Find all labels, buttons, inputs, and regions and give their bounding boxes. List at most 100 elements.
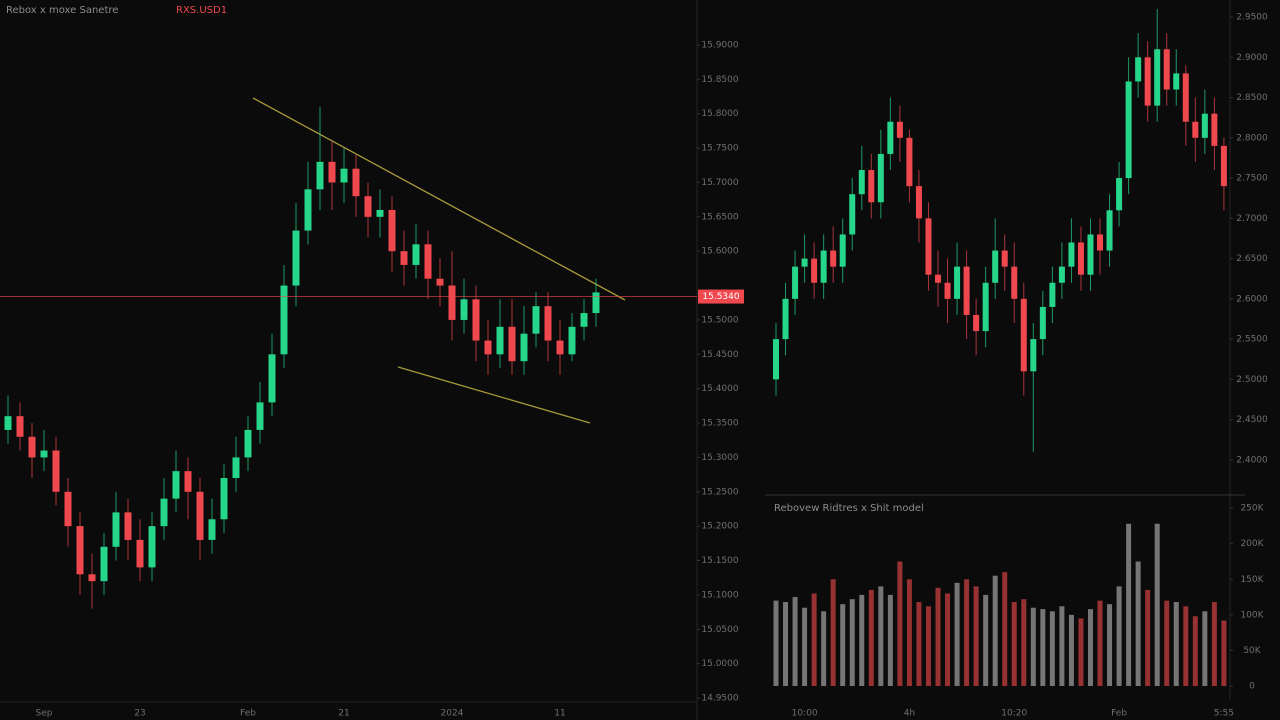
volume-bar xyxy=(992,575,998,686)
candle-body xyxy=(424,244,432,279)
candle-body xyxy=(925,218,932,275)
candle-body xyxy=(148,526,156,568)
y-tick-label: 15.4000 xyxy=(701,384,738,394)
candle-body xyxy=(340,168,348,183)
candle-body xyxy=(992,250,999,283)
x-tick-label: 10:00 xyxy=(792,709,818,719)
y-tick-label: 15.7000 xyxy=(701,178,738,188)
volume-bar xyxy=(1116,586,1122,686)
candle-body xyxy=(1058,266,1065,283)
candle-body xyxy=(28,436,36,458)
candle-body xyxy=(76,526,84,575)
y-tick-label: 2.7500 xyxy=(1236,174,1268,184)
volume-bar xyxy=(897,561,903,686)
x-tick-label: Sep xyxy=(36,709,53,719)
candle-body xyxy=(400,251,408,265)
candle-body xyxy=(460,299,468,320)
candle-body xyxy=(1220,145,1227,187)
last-price-label: 15.5340 xyxy=(702,292,739,302)
candle-body xyxy=(256,402,264,430)
volume-bar xyxy=(1107,604,1113,686)
y-tick-label: 50K xyxy=(1243,646,1261,656)
volume-bar xyxy=(1030,607,1036,686)
volume-bar xyxy=(1021,599,1027,686)
x-tick-label: Feb xyxy=(240,709,256,719)
y-tick-label: 2.7000 xyxy=(1236,214,1268,224)
y-tick-label: 2.4500 xyxy=(1236,415,1268,425)
candle-body xyxy=(839,234,846,267)
y-tick-label: 15.7500 xyxy=(701,144,738,154)
volume-bar xyxy=(1040,609,1046,686)
candle-body xyxy=(484,340,492,355)
candle-body xyxy=(124,512,132,540)
candle-body xyxy=(172,471,180,499)
candle-body xyxy=(592,292,600,314)
volume-bar xyxy=(1211,602,1217,686)
volume-bar xyxy=(1192,616,1198,686)
trend-line[interactable] xyxy=(397,366,591,424)
candle-body xyxy=(544,306,552,341)
volume-bar xyxy=(783,602,789,686)
y-tick-label: 2.9500 xyxy=(1236,13,1268,23)
x-tick-label: 11 xyxy=(554,709,565,719)
candle-body xyxy=(508,326,516,362)
y-tick-label: 15.4500 xyxy=(701,350,738,360)
candle-body xyxy=(280,285,288,355)
candle-body xyxy=(1068,242,1075,267)
y-tick-label: 15.3000 xyxy=(701,453,738,463)
candle-body xyxy=(136,539,144,568)
candle-body xyxy=(1077,242,1084,275)
candle-body xyxy=(1163,49,1170,90)
volume-bar xyxy=(830,579,836,686)
candle-body xyxy=(982,282,989,332)
candle-body xyxy=(944,282,951,299)
volume-bar xyxy=(1068,614,1074,686)
volume-bar xyxy=(811,593,817,686)
candle-body xyxy=(801,258,808,267)
candle-body xyxy=(1020,298,1027,372)
candle-body xyxy=(935,274,942,283)
candle-body xyxy=(868,170,875,203)
candle-body xyxy=(388,209,396,252)
candle-body xyxy=(1097,234,1104,251)
candle-body xyxy=(1135,57,1142,82)
y-tick-label: 15.1500 xyxy=(701,556,738,566)
last-price-box xyxy=(698,289,744,304)
candle-body xyxy=(328,161,336,183)
y-tick-label: 15.6000 xyxy=(701,247,738,257)
candle-body xyxy=(316,161,324,190)
volume-bar xyxy=(925,606,931,686)
volume-bar xyxy=(773,600,779,686)
candle-body xyxy=(811,258,818,283)
candle-body xyxy=(1211,113,1218,146)
candle-body xyxy=(1087,234,1094,275)
x-tick-label: 23 xyxy=(134,709,145,719)
candle-body xyxy=(4,416,12,430)
y-tick-label: 15.6500 xyxy=(701,212,738,222)
candle-body xyxy=(376,209,384,217)
candle-body xyxy=(858,170,865,195)
candle-body xyxy=(412,244,420,265)
volume-bar xyxy=(802,607,808,686)
x-tick-label: 2024 xyxy=(441,709,464,719)
volume-bar xyxy=(1126,523,1132,686)
candle-body xyxy=(1106,210,1113,251)
candle-body xyxy=(100,546,108,582)
candle-body xyxy=(1039,306,1046,340)
candle-body xyxy=(1182,73,1189,122)
x-tick-label: 21 xyxy=(338,709,349,719)
x-tick-label: 5:55 xyxy=(1214,709,1234,719)
candle-body xyxy=(1173,73,1180,90)
y-tick-label: 100K xyxy=(1240,610,1264,620)
y-tick-label: 2.6000 xyxy=(1236,294,1268,304)
symbol[interactable]: RXS.USD1 xyxy=(176,5,227,16)
volume-bar xyxy=(1164,600,1170,686)
volume-bar xyxy=(1078,618,1084,686)
volume-bar xyxy=(1135,561,1141,686)
chart-title: Rebox x moxe Sanetre xyxy=(6,5,118,16)
candle-body xyxy=(1201,113,1208,138)
candle-body xyxy=(496,326,504,355)
volume-bar xyxy=(840,604,846,686)
trend-line[interactable] xyxy=(252,97,626,301)
